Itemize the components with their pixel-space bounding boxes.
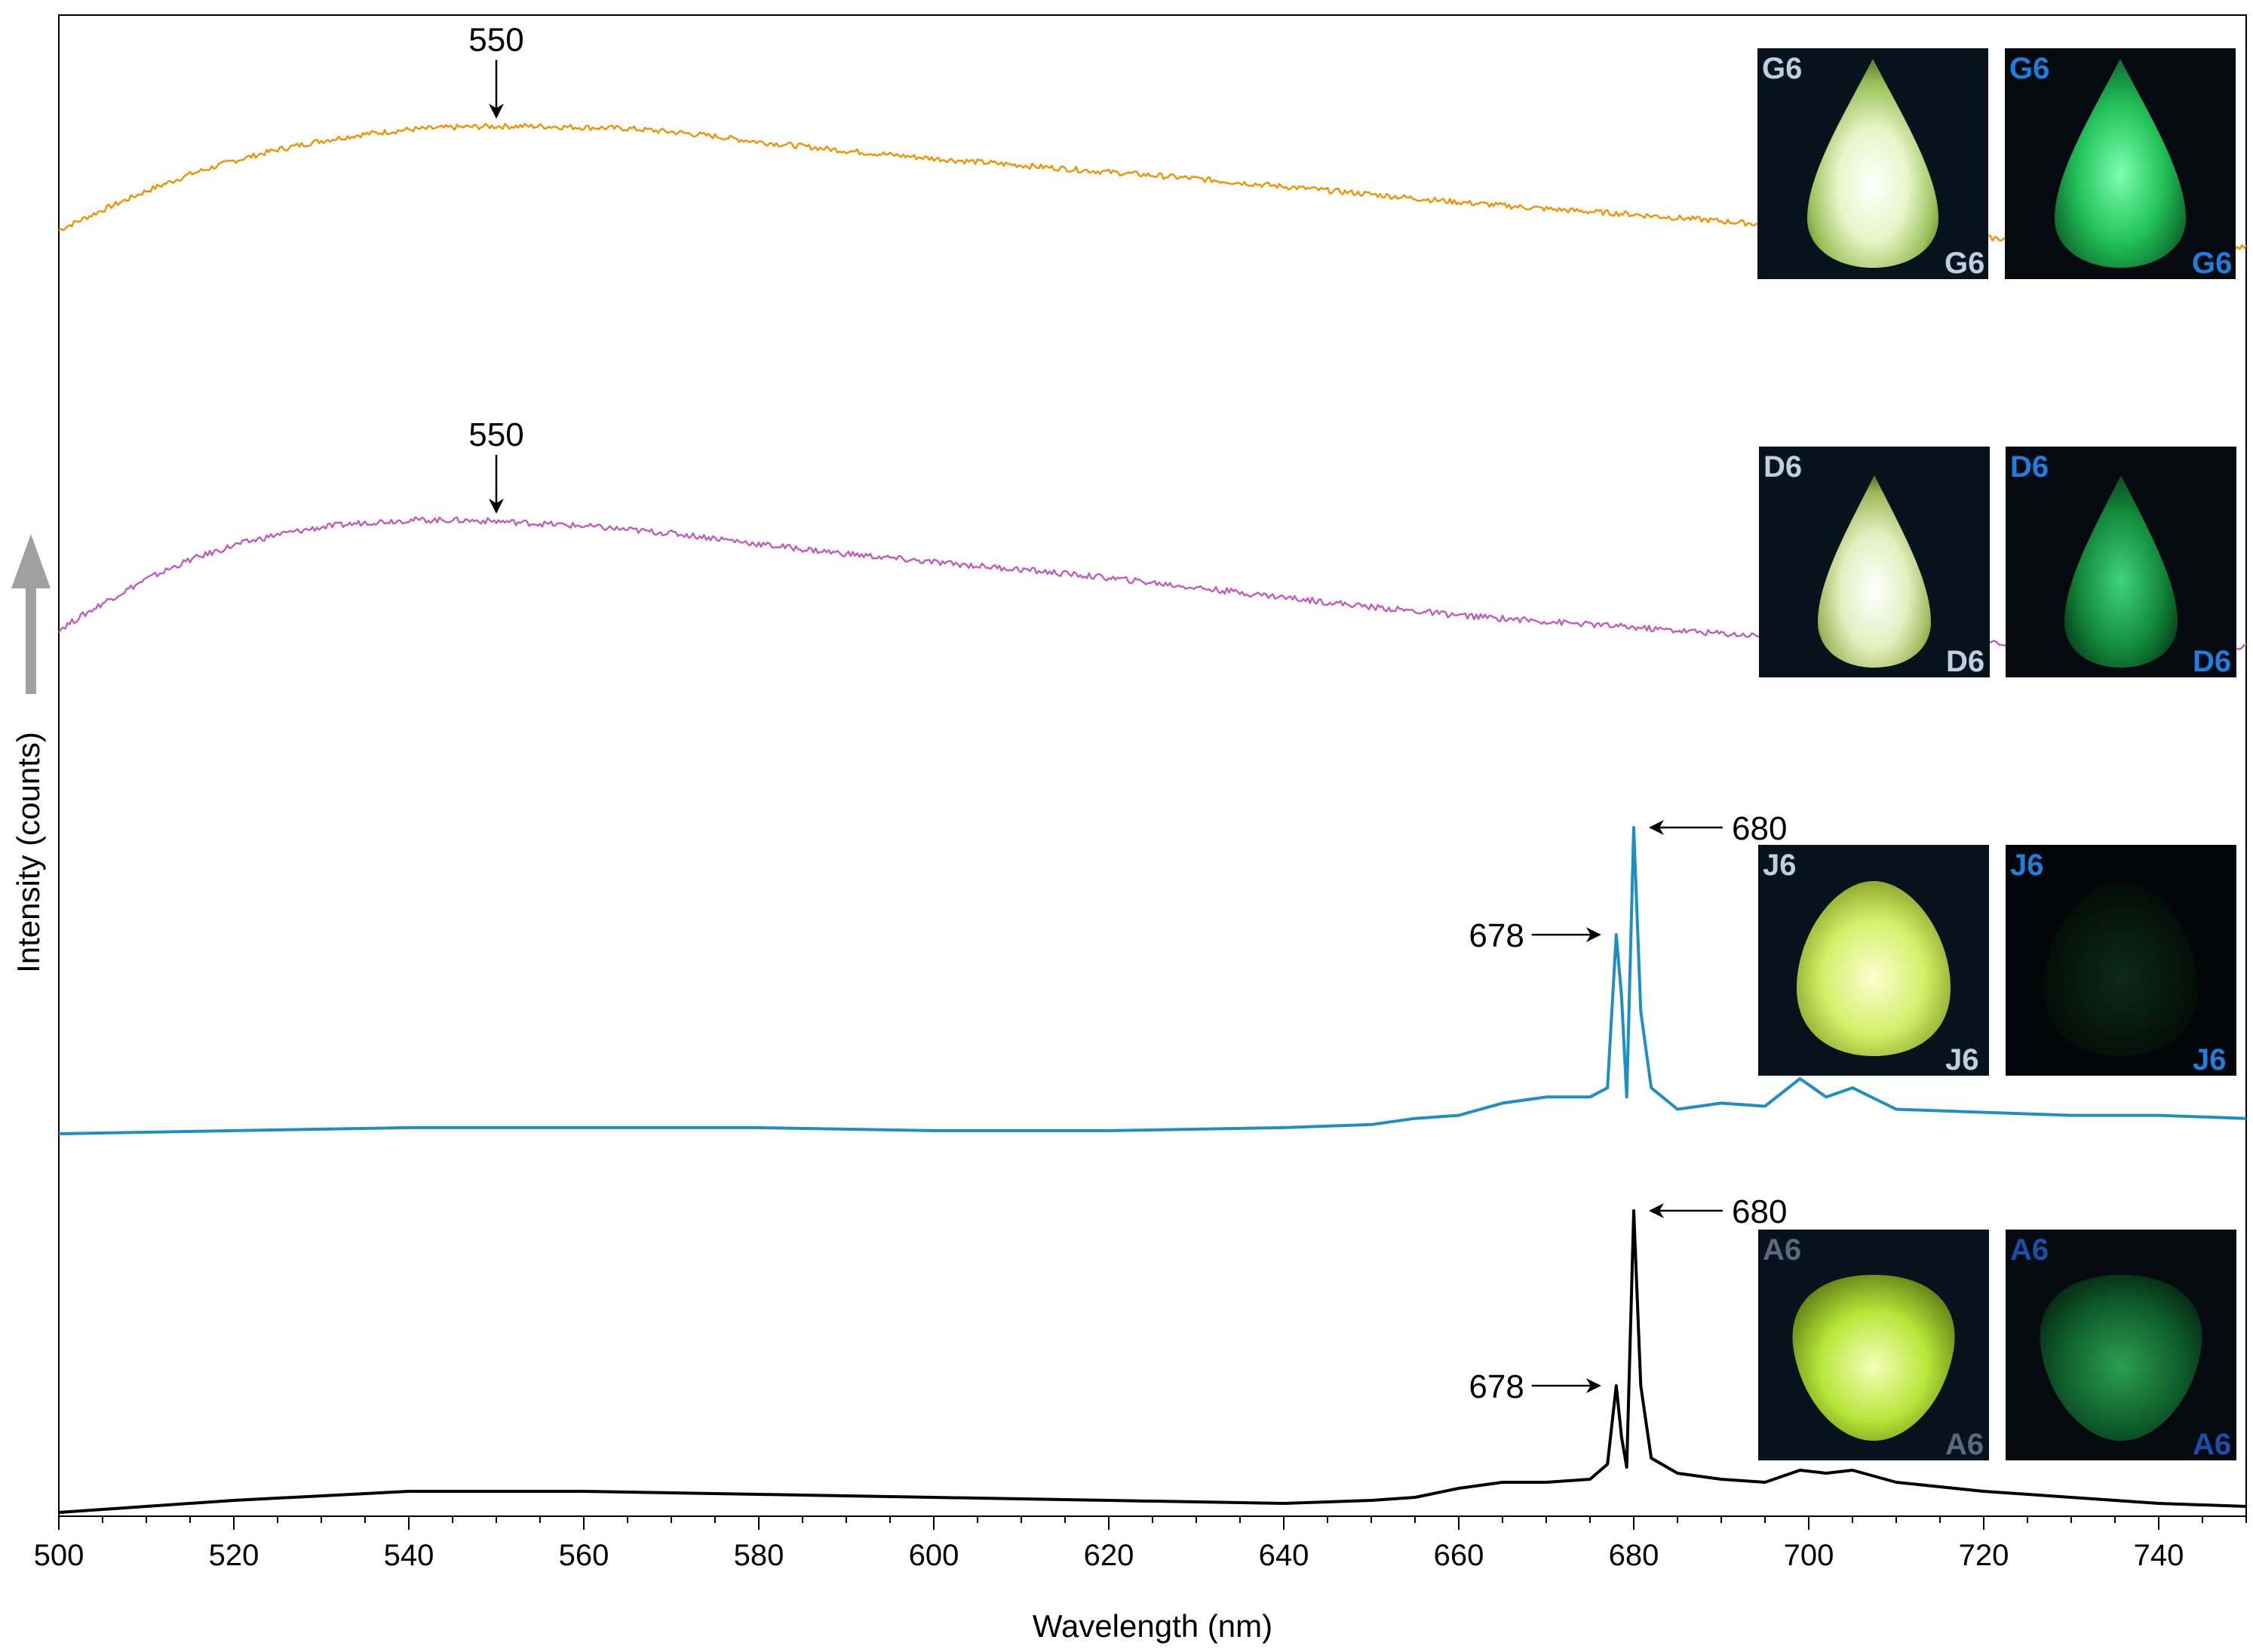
x-tick-label: 660 <box>1434 1539 1484 1572</box>
annotation-layer: 550 550 680 678 680 678 <box>468 21 1787 1405</box>
annotation-3: 678 <box>1469 917 1601 954</box>
photo-d6-left: D6 D6 <box>1759 447 1990 678</box>
series-line-2 <box>58 826 2247 1135</box>
annotation-1: 550 <box>468 416 524 514</box>
annotation-0: 550 <box>468 21 524 119</box>
photo-j6-right: J6 J6 <box>2006 845 2236 1076</box>
x-axis-ticks <box>58 1516 2247 1530</box>
x-tick-label: 580 <box>734 1539 784 1572</box>
photo-label: A6 <box>1945 1428 1984 1461</box>
y-axis-arrow <box>11 534 51 694</box>
x-tick-label: 600 <box>909 1539 959 1572</box>
x-tick-label: 640 <box>1259 1539 1309 1572</box>
x-tick-label: 680 <box>1609 1539 1659 1572</box>
photo-label: J6 <box>1763 849 1797 882</box>
photo-label: A6 <box>2010 1233 2049 1267</box>
photo-label: A6 <box>1763 1233 1801 1267</box>
annotation-label: 550 <box>468 416 523 453</box>
photo-label: D6 <box>2010 450 2049 484</box>
photo-label: G6 <box>2009 52 2049 85</box>
x-tick-label: 740 <box>2134 1539 2184 1572</box>
annotation-label: 550 <box>468 21 523 58</box>
annotation-2: 680 <box>1649 810 1787 847</box>
photo-label: G6 <box>2192 247 2232 280</box>
annotation-label: 678 <box>1469 1368 1524 1405</box>
x-tick-label: 500 <box>34 1539 84 1572</box>
photo-label: A6 <box>2193 1428 2231 1461</box>
photo-label: J6 <box>2193 1043 2227 1076</box>
photo-label: D6 <box>2193 645 2231 678</box>
x-tick-label: 700 <box>1784 1539 1834 1572</box>
photo-j6-left: J6 J6 <box>1758 845 1989 1076</box>
photo-label: D6 <box>1946 645 1984 678</box>
photo-label: G6 <box>1945 247 1984 280</box>
photo-a6-right: A6 A6 <box>2006 1230 2236 1461</box>
y-axis-title: Intensity (counts) <box>11 732 46 973</box>
annotation-5: 678 <box>1469 1368 1601 1405</box>
annotation-label: 680 <box>1732 1193 1787 1230</box>
x-tick-label: 720 <box>1959 1539 2009 1572</box>
x-tick-label: 520 <box>209 1539 259 1572</box>
annotation-4: 680 <box>1649 1193 1787 1230</box>
series-line-3 <box>58 1209 2247 1514</box>
photo-label: D6 <box>1763 450 1802 484</box>
photo-label: G6 <box>1762 52 1802 85</box>
photo-d6-right: D6 D6 <box>2006 447 2236 678</box>
photo-label: J6 <box>1945 1043 1979 1076</box>
x-tick-label: 560 <box>559 1539 609 1572</box>
x-axis-title: Wavelength (nm) <box>1033 1608 1272 1644</box>
photo-g6-left: G6 G6 <box>1757 48 1988 280</box>
x-tick-label: 540 <box>384 1539 434 1572</box>
photo-g6-right: G6 G6 <box>2005 48 2236 280</box>
photo-label: J6 <box>2010 849 2044 882</box>
photo-a6-left: A6 A6 <box>1758 1230 1989 1461</box>
x-axis-tick-labels: 500 520 540 560 580 600 620 640 660 680 700 720 740 <box>34 1539 2184 1572</box>
annotation-label: 678 <box>1469 917 1524 954</box>
annotation-label: 680 <box>1732 810 1787 847</box>
x-tick-label: 620 <box>1084 1539 1134 1572</box>
